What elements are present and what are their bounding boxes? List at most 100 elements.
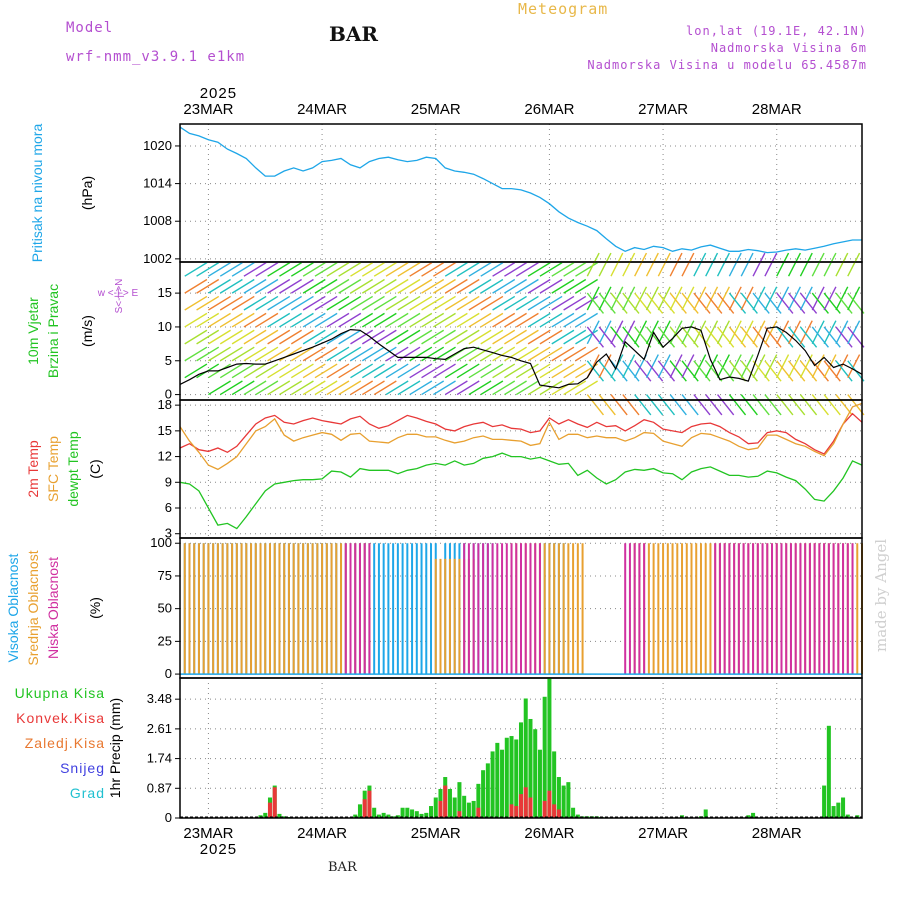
wind-barb [361, 295, 385, 311]
wind-barb [302, 278, 326, 294]
wind-barb [563, 278, 587, 294]
wind-barb [823, 326, 841, 348]
wind-barb [267, 329, 291, 345]
wind-barb [764, 354, 778, 378]
y-tick-label: 1020 [143, 138, 172, 153]
wind-barb [740, 286, 754, 311]
precip-bar [457, 782, 462, 818]
wind-barb [740, 320, 754, 345]
wind-barb [444, 278, 468, 294]
wind-barb [551, 329, 575, 345]
wind-barb [456, 312, 480, 328]
wind-barb [279, 262, 302, 277]
precip-bar [523, 698, 528, 818]
wind-barb [314, 295, 338, 311]
temperature-panel: 3 6 9 12 15 18 [158, 397, 863, 541]
wind-barb [586, 292, 605, 314]
precip-bar [476, 783, 481, 818]
top-day-label: 26MAR [524, 101, 574, 118]
wind-barb [504, 262, 527, 277]
precip-bar [509, 804, 514, 818]
wind-barb [314, 346, 338, 362]
wind-barb [527, 363, 551, 379]
wind-barb [764, 292, 782, 314]
page-title: BAR [329, 22, 379, 46]
wind-barb [657, 326, 676, 348]
wind-barb [361, 329, 385, 345]
wind-barb [847, 252, 861, 277]
wind-barb [788, 326, 806, 348]
wind-barb [468, 295, 492, 311]
axis-label: (m/s) [79, 315, 95, 347]
wind-barb [219, 312, 243, 328]
series-line-2m-temp [179, 412, 863, 455]
wind-barb [728, 354, 742, 378]
wind-barb [267, 312, 291, 328]
wind-barb [610, 252, 624, 277]
wind-barb [456, 380, 480, 396]
wind-barb [302, 295, 326, 311]
wind-barb [196, 262, 220, 277]
precip-bar [556, 777, 561, 818]
precip-bar [476, 807, 481, 818]
wind-barb [645, 286, 659, 311]
wind-barb [693, 394, 711, 416]
wind-barb [563, 380, 587, 396]
wind-barb [433, 363, 456, 379]
wind-barb [799, 320, 813, 345]
wind-barb [622, 252, 636, 277]
wind-barb [563, 295, 587, 311]
wind-barb [752, 286, 766, 311]
wind-barb [539, 346, 563, 362]
wind-barb [373, 346, 397, 362]
precip-bar [386, 814, 391, 818]
wind-barb [255, 329, 279, 345]
wind-barb [361, 380, 385, 396]
station-elevation: Nadmorska Visina 6m [710, 41, 867, 55]
precip-bar [542, 800, 547, 818]
wind-barb [610, 394, 628, 416]
precip-bar [452, 797, 457, 818]
wind-barb [669, 360, 687, 382]
wind-barb [575, 312, 598, 328]
precip-bar [277, 813, 282, 818]
wind-barb [515, 262, 539, 277]
wind-barb [385, 278, 409, 294]
wind-barb [563, 329, 587, 345]
wind-barb [563, 363, 587, 379]
wind-barb [835, 326, 853, 348]
top-day-label: 24MAR [297, 101, 347, 118]
wind-barb [728, 320, 742, 345]
wind-barb [444, 312, 468, 328]
wind-barb [527, 295, 551, 311]
wind-barb [705, 320, 719, 345]
wind-barb [610, 286, 624, 311]
y-tick-label: 0 [165, 387, 172, 402]
precip-bar [272, 787, 277, 818]
wind-barb [539, 278, 563, 294]
wind-barb [219, 346, 243, 362]
wind-barb [740, 354, 754, 378]
wind-barb [740, 292, 758, 314]
bottom-day-label: 27MAR [638, 825, 688, 842]
wind-barb [705, 354, 719, 378]
y-tick-label: 6 [165, 500, 172, 515]
precip-bar [438, 800, 443, 818]
bottom-day-label: 28MAR [752, 825, 802, 842]
wind-barb [338, 295, 362, 311]
wind-barb [752, 252, 766, 277]
wind-barb [326, 262, 350, 277]
wind-barb [184, 278, 208, 294]
wind-barb [764, 360, 782, 382]
wind-barb [421, 329, 445, 345]
precip-bar [466, 802, 471, 818]
precip-bar [457, 811, 462, 818]
wind-barb [693, 286, 707, 311]
wind-barb [290, 363, 314, 379]
wind-barb [764, 286, 778, 311]
y-tick-label: 9 [165, 474, 172, 489]
wind-barb [350, 380, 374, 396]
wind-barb [421, 262, 445, 277]
wind-barb [740, 326, 758, 348]
wind-barb [586, 320, 600, 345]
